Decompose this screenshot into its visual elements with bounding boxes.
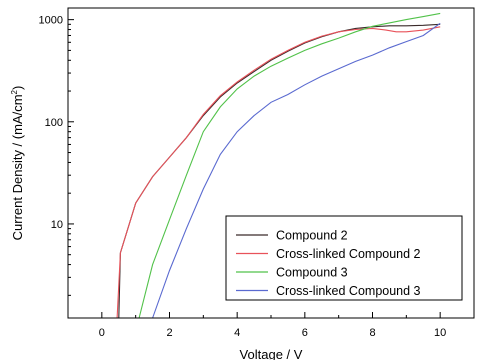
x-tick-label-6: 6 bbox=[302, 327, 308, 339]
series-line-3 bbox=[138, 12, 441, 319]
ticks-layer: 0 2 4 6 8 10 10 100 1000 bbox=[39, 15, 475, 339]
y-axis-title-superscript: 2 bbox=[10, 89, 19, 94]
x-axis-title: Voltage / V bbox=[240, 347, 303, 360]
legend-label-3: Compound 3 bbox=[276, 266, 348, 280]
y-axis-title-main: Current Density / (mA/cm bbox=[10, 94, 25, 240]
legend-label-1: Compound 2 bbox=[276, 229, 348, 243]
legend-label-4: Cross-linked Compound 3 bbox=[276, 284, 421, 298]
y-axis-title-close: ) bbox=[10, 86, 25, 90]
series-line-2 bbox=[116, 26, 441, 319]
series-line-4 bbox=[152, 22, 441, 319]
y-tick-label-1000: 1000 bbox=[39, 15, 63, 27]
y-tick-label-10: 10 bbox=[51, 219, 63, 231]
series-layer bbox=[116, 12, 441, 319]
x-tick-label-0: 0 bbox=[99, 327, 105, 339]
x-tick-label-8: 8 bbox=[369, 327, 375, 339]
legend-label-2: Cross-linked Compound 2 bbox=[276, 247, 421, 261]
y-axis-title: Current Density / (mA/cm2) bbox=[10, 86, 25, 241]
x-tick-label-2: 2 bbox=[166, 327, 172, 339]
x-tick-label-4: 4 bbox=[234, 327, 240, 339]
y-tick-label-100: 100 bbox=[45, 117, 63, 129]
x-tick-label-10: 10 bbox=[434, 327, 446, 339]
legend-box bbox=[225, 215, 463, 301]
legend: Compound 2 Cross-linked Compound 2 Compoun… bbox=[225, 215, 463, 301]
